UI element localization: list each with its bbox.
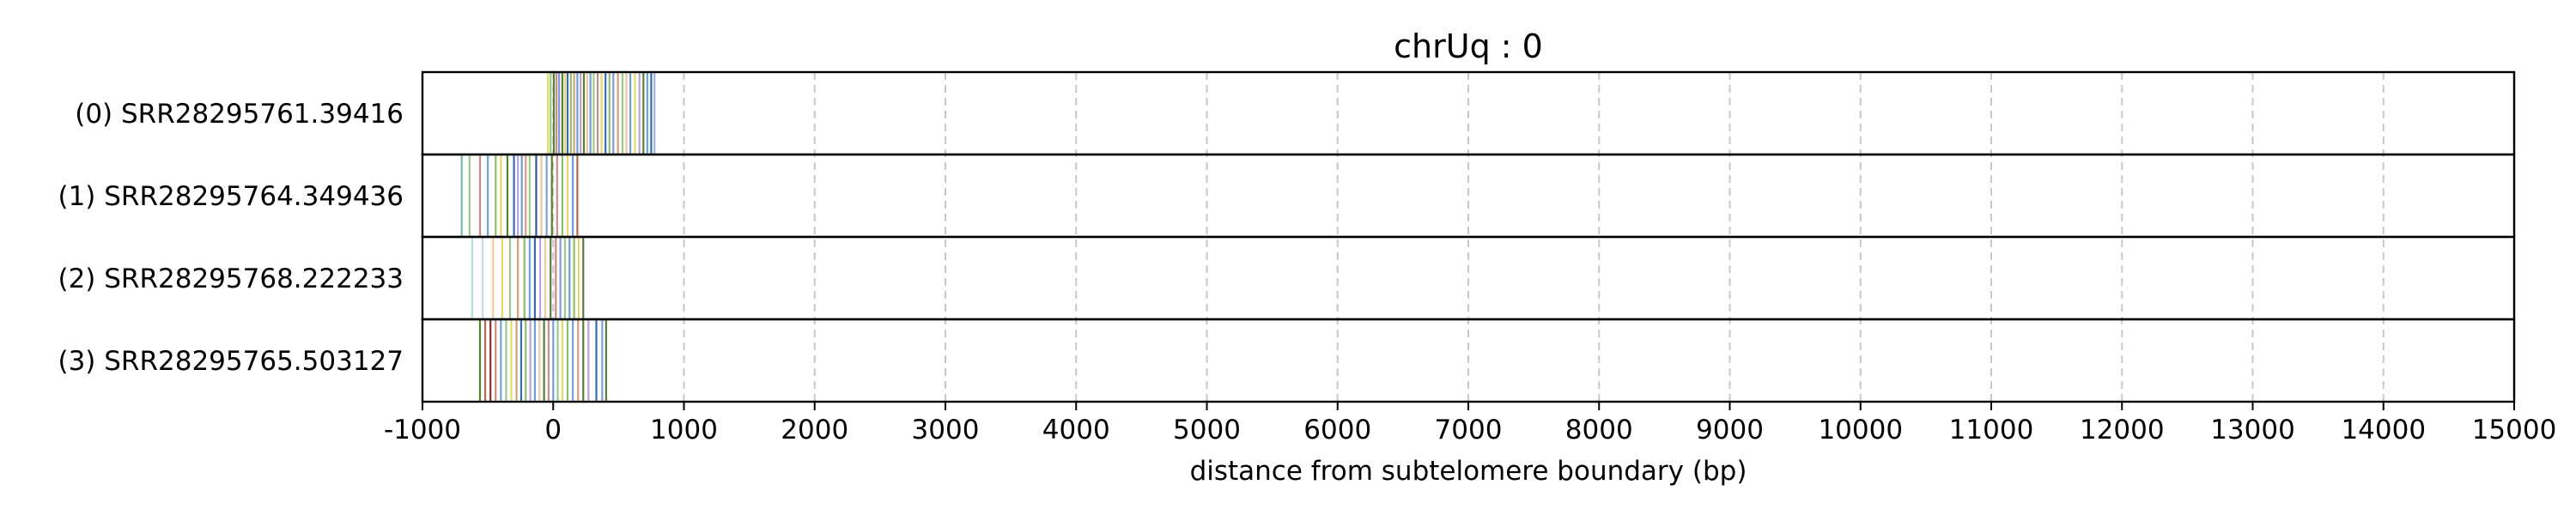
x-tick-label: 0	[544, 415, 562, 445]
read-rows: (0) SRR28295761.39416 (1) SRR28295764.349…	[58, 70, 2516, 403]
x-tick-label: 6000	[1303, 415, 1371, 445]
row-label: (0) SRR28295761.39416	[75, 99, 404, 130]
row-label: (2) SRR28295768.222233	[58, 264, 404, 294]
x-tick-label: 15000	[2472, 415, 2557, 445]
x-tick-label: 8000	[1565, 415, 1633, 445]
x-axis-label: distance from subtelomere boundary (bp)	[1190, 456, 1747, 487]
chart-title: chrUq : 0	[1394, 27, 1543, 65]
x-tick-label: 7000	[1435, 415, 1503, 445]
row-label: (3) SRR28295765.503127	[58, 346, 404, 377]
x-tick-label: 13000	[2210, 415, 2295, 445]
x-tick-label: 12000	[2080, 415, 2165, 445]
x-axis: -1000 0 1000 2000 3000 4000 5000 6000 7000 8000 90…	[384, 402, 2556, 445]
x-tick-label: 10000	[1818, 415, 1903, 445]
x-tick-label: 4000	[1042, 415, 1110, 445]
x-tick-label: 1000	[650, 415, 718, 445]
grid-lines	[552, 72, 2385, 402]
x-tick-label: 14000	[2341, 415, 2426, 445]
x-tick-label: 3000	[912, 415, 980, 445]
x-tick-label: 5000	[1173, 415, 1241, 445]
row-label: (1) SRR28295764.349436	[58, 181, 404, 212]
read-marks	[460, 72, 656, 402]
x-tick-label: 2000	[781, 415, 848, 445]
x-tick-label: 11000	[1949, 415, 2034, 445]
x-tick-label: -1000	[384, 415, 461, 445]
x-tick-label: 9000	[1696, 415, 1764, 445]
